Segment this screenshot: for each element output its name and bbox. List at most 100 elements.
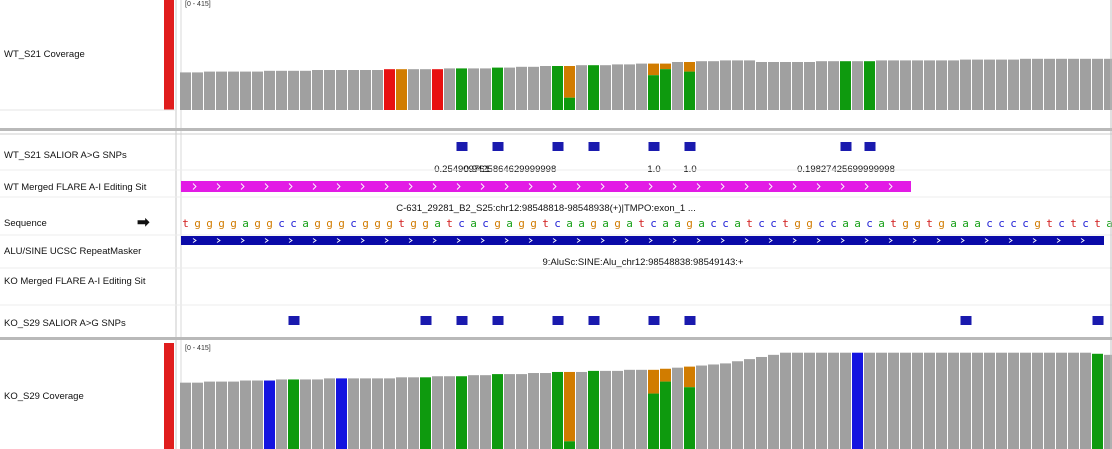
wt-coverage-bar xyxy=(228,71,239,110)
wt-coverage-bar xyxy=(504,67,515,110)
ko-coverage-bar xyxy=(372,378,383,449)
ko-coverage-bar-segment xyxy=(648,369,659,394)
wt-coverage-bar-segment xyxy=(684,71,695,110)
sequence-base: g xyxy=(410,217,417,230)
sequence-base: c xyxy=(350,217,357,230)
wt-coverage-bar xyxy=(192,72,203,110)
wt-flare-track[interactable]: C-631_29281_B2_S25:chr12:98548818-985489… xyxy=(181,181,911,214)
wt-coverage-bar-segment xyxy=(684,62,695,72)
wt-coverage-bar xyxy=(468,68,479,110)
strand-chevron-icon xyxy=(624,183,629,190)
strand-chevron-icon xyxy=(384,183,389,190)
ko-coverage-track[interactable] xyxy=(180,352,1112,449)
sequence-base: c xyxy=(770,217,777,230)
strand-chevron-icon xyxy=(480,183,485,190)
strand-chevron-icon xyxy=(216,238,221,243)
sequence-base: c xyxy=(866,217,873,230)
ko-coverage-bar xyxy=(1008,352,1019,449)
track-name-wt-coverage[interactable]: WT_S21 Coverage xyxy=(4,49,85,60)
wt-coverage-bar xyxy=(708,61,719,110)
wt-coverage-bar xyxy=(804,62,815,110)
wt-coverage-bar xyxy=(240,71,251,110)
strand-arrow-icon[interactable]: ➡ xyxy=(137,214,150,231)
ko-coverage-bar-segment xyxy=(684,366,695,388)
ko-snp-mark xyxy=(1092,316,1104,325)
strand-chevron-icon xyxy=(744,238,749,243)
wt-coverage-bar xyxy=(636,63,647,110)
sequence-base: c xyxy=(1058,217,1065,230)
wt-coverage-bar xyxy=(1056,58,1067,110)
strand-chevron-icon xyxy=(480,238,485,243)
sequence-base: a xyxy=(950,217,957,230)
ko-coverage-bar xyxy=(864,352,875,449)
ko-coverage-bar xyxy=(216,381,227,449)
ko-coverage-bar xyxy=(480,375,491,449)
sequence-base: g xyxy=(374,217,381,230)
sequence-base: c xyxy=(1010,217,1017,230)
repeatmasker-track[interactable]: 9:AluSc:SINE:Alu_chr12:98548838:98549143… xyxy=(181,236,1104,268)
sequence-base: a xyxy=(674,217,681,230)
wt-coverage-bar xyxy=(936,60,947,110)
sequence-base: a xyxy=(566,217,573,230)
ko-snp-mark xyxy=(552,316,564,325)
wt-coverage-bar xyxy=(444,68,455,110)
ko-coverage-bar xyxy=(936,352,947,449)
track-name-wt-snps[interactable]: WT_S21 SALIOR A>G SNPs xyxy=(4,150,127,161)
sequence-base: a xyxy=(302,217,309,230)
track-name-ko-snps[interactable]: KO_S29 SALIOR A>G SNPs xyxy=(4,318,126,329)
strand-chevron-icon xyxy=(840,183,845,190)
wt-coverage-bar xyxy=(600,65,611,110)
sequence-base: t xyxy=(542,217,549,230)
strand-chevron-icon xyxy=(312,238,317,243)
wt-coverage-bar-segment xyxy=(864,61,875,110)
ko-coverage-bar-segment xyxy=(648,393,659,449)
strand-chevron-icon xyxy=(504,238,509,243)
sequence-base: c xyxy=(818,217,825,230)
wt-flare-feature xyxy=(181,181,911,192)
track-name-wt-flare[interactable]: WT Merged FLARE A-I Editing Sit xyxy=(4,182,147,193)
wt-coverage-bar-segment xyxy=(492,67,503,110)
ko-coverage-bar xyxy=(1104,354,1112,449)
ko-snp-track[interactable] xyxy=(288,316,1104,325)
track-name-ko-flare[interactable]: KO Merged FLARE A-I Editing Sit xyxy=(4,276,146,287)
sequence-base: c xyxy=(1022,217,1029,230)
strand-chevron-icon xyxy=(576,183,581,190)
sequence-base: g xyxy=(614,217,621,230)
ko-coverage-bar-segment xyxy=(420,377,431,449)
ko-coverage-marker xyxy=(164,343,174,449)
ko-coverage-bar-segment xyxy=(852,352,863,449)
sequence-base: c xyxy=(710,217,717,230)
track-name-ko-coverage[interactable]: KO_S29 Coverage xyxy=(4,391,84,402)
wt-coverage-bar xyxy=(876,60,887,110)
wt-coverage-bar xyxy=(888,60,899,110)
track-name-repeatmasker[interactable]: ALU/SINE UCSC RepeatMasker xyxy=(4,246,142,257)
wt-coverage-bar xyxy=(420,69,431,110)
wt-coverage-bar xyxy=(204,71,215,110)
repeatmasker-feature-label: 9:AluSc:SINE:Alu_chr12:98548838:98549143… xyxy=(543,257,744,268)
ko-coverage-bar-segment xyxy=(336,378,347,449)
strand-chevron-icon xyxy=(648,238,653,243)
ko-snp-mark xyxy=(960,316,972,325)
strand-chevron-icon xyxy=(600,183,605,190)
strand-chevron-icon xyxy=(432,238,437,243)
strand-chevron-icon xyxy=(216,183,221,190)
ko-coverage-bar xyxy=(1056,352,1067,449)
ko-coverage-bar xyxy=(708,364,719,449)
ko-coverage-bar xyxy=(540,373,551,449)
strand-chevron-icon xyxy=(360,238,365,243)
strand-chevron-icon xyxy=(888,238,893,243)
sequence-base: a xyxy=(974,217,981,230)
ko-coverage-bar xyxy=(432,376,443,449)
strand-chevron-icon xyxy=(264,238,269,243)
track-name-sequence[interactable]: Sequence xyxy=(4,218,47,229)
ko-coverage-bar xyxy=(720,363,731,449)
wt-coverage-track[interactable] xyxy=(180,58,1112,110)
wt-snp-mark xyxy=(456,142,468,151)
wt-coverage-bar xyxy=(348,70,359,110)
sequence-base: a xyxy=(734,217,741,230)
ko-coverage-bar xyxy=(960,352,971,449)
sequence-base: a xyxy=(842,217,849,230)
strand-chevron-icon xyxy=(336,238,341,243)
